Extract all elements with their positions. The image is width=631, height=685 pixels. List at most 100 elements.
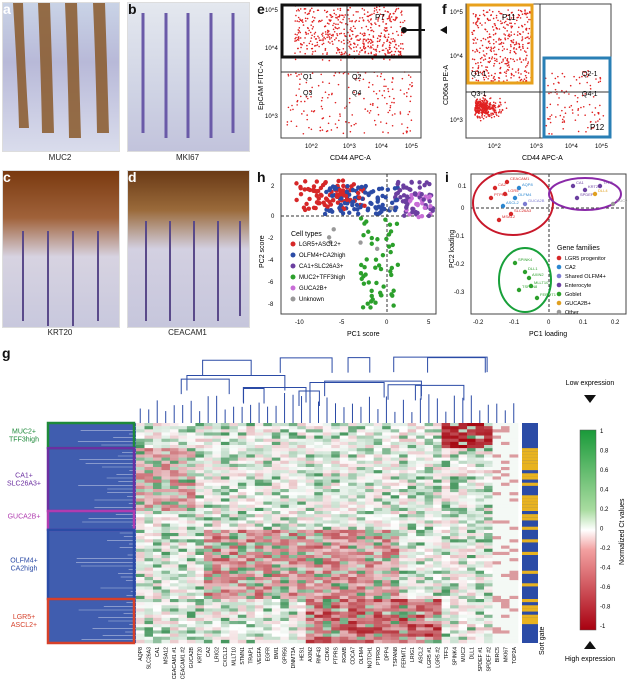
heatmap-cell	[254, 492, 264, 496]
heatmap-cell	[501, 526, 510, 531]
heatmap-cell	[203, 498, 213, 502]
heatmap-cell	[441, 533, 451, 537]
heatmap-cell	[263, 482, 273, 487]
heatmap-cell	[229, 504, 239, 509]
loading-dot	[592, 191, 598, 197]
heatmap-cell	[169, 517, 179, 521]
event-dot	[586, 81, 588, 84]
heatmap-cell	[161, 520, 171, 524]
legend-swatch	[556, 300, 562, 306]
heatmap-cell	[365, 514, 374, 518]
heatmap-cell	[263, 489, 273, 493]
event-dot	[308, 126, 310, 129]
heatmap-cell	[458, 438, 468, 443]
heatmap-cell	[229, 533, 239, 537]
event-dot	[322, 117, 325, 119]
heatmap-cell	[152, 536, 162, 540]
heatmap-cell	[382, 602, 391, 606]
heatmap-cell	[382, 564, 391, 568]
heatmap-cell	[271, 608, 281, 612]
heatmap-cell	[314, 533, 324, 537]
event-dot	[494, 24, 497, 27]
heatmap-cell	[263, 473, 273, 477]
heatmap-cell	[501, 577, 510, 581]
heatmap-cell	[509, 426, 519, 430]
event-dot	[336, 33, 338, 35]
event-dot	[500, 12, 502, 15]
heatmap-cell	[144, 423, 154, 427]
event-dot	[338, 119, 340, 122]
heatmap-cell	[220, 504, 230, 509]
heatmap-cell	[339, 495, 349, 499]
event-dot	[287, 106, 290, 109]
heatmap-cell	[271, 624, 281, 628]
heatmap-cell	[348, 564, 358, 568]
event-dot	[340, 51, 343, 54]
heatmap-cell	[467, 463, 476, 468]
heatmap-cell	[195, 482, 205, 487]
event-dot	[517, 16, 519, 19]
event-dot	[365, 25, 368, 28]
event-dot	[492, 42, 495, 45]
heatmap-cell	[348, 561, 358, 565]
heatmap-cell	[458, 492, 468, 496]
heatmap-cell	[441, 551, 451, 556]
heatmap-cell	[484, 577, 493, 581]
heatmap-cell	[450, 479, 459, 484]
heatmap-cell	[484, 542, 493, 546]
heatmap-cell	[271, 426, 281, 430]
event-dot	[506, 48, 508, 51]
heatmap-cell	[220, 485, 230, 490]
heatmap-cell	[322, 520, 332, 524]
heatmap-cell	[348, 489, 358, 493]
heatmap-cell	[399, 451, 408, 455]
heatmap-cell	[322, 617, 332, 622]
event-dot	[504, 57, 507, 59]
heatmap-cell	[501, 583, 510, 587]
heatmap-cell	[399, 533, 408, 537]
heatmap-cell	[314, 467, 324, 471]
heatmap-cell	[152, 485, 162, 490]
heatmap-cell	[169, 473, 179, 477]
heatmap-cell	[136, 573, 145, 578]
heatmap-cell	[297, 605, 307, 609]
heatmap-cell	[314, 476, 324, 480]
heatmap-cell	[416, 608, 425, 612]
heatmap-cell	[322, 473, 332, 477]
heatmap-cell	[450, 551, 459, 556]
heatmap-cell	[331, 608, 341, 612]
heatmap-cell	[424, 448, 434, 452]
heatmap-cell	[212, 457, 222, 462]
heatmap-cell	[382, 492, 391, 496]
heatmap-cell	[203, 605, 213, 609]
heatmap-cell	[178, 592, 188, 597]
event-dot	[487, 111, 490, 113]
heatmap-cell	[441, 479, 451, 484]
heatmap-cell	[484, 589, 493, 594]
heatmap-cell	[509, 485, 519, 490]
heatmap-cell	[161, 495, 171, 499]
heatmap-cell	[373, 589, 383, 594]
heatmap-cell	[169, 451, 179, 455]
event-dot	[594, 107, 597, 109]
event-dot	[292, 108, 294, 111]
event-dot	[383, 96, 386, 99]
event-dot	[295, 72, 297, 75]
event-dot	[498, 111, 501, 113]
heatmap-cell	[467, 583, 476, 587]
event-dot	[484, 58, 487, 60]
heatmap-cell	[288, 555, 298, 559]
event-dot	[287, 75, 290, 77]
event-dot	[582, 105, 585, 108]
heatmap-cell	[407, 445, 417, 449]
heatmap-cell	[237, 611, 247, 616]
heatmap-cell	[467, 561, 476, 565]
heatmap-cell	[195, 432, 205, 436]
heatmap-cell	[254, 460, 264, 465]
gene-label: MUC2	[616, 198, 628, 203]
event-dot	[328, 38, 331, 40]
score-dot	[392, 186, 398, 191]
event-dot	[481, 64, 483, 67]
score-dot	[358, 204, 363, 210]
heatmap-cell	[382, 548, 391, 553]
